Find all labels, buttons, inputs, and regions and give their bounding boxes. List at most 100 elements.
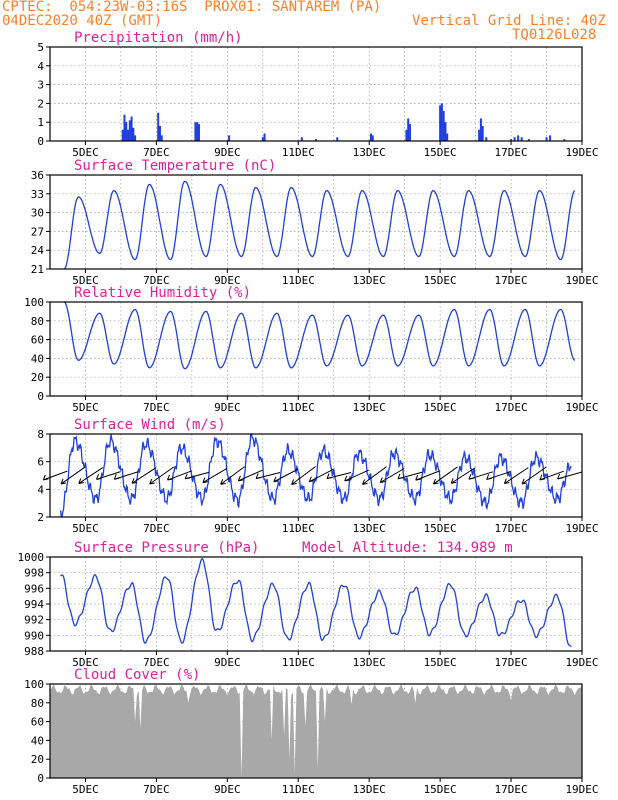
wind-vector xyxy=(539,470,565,481)
x-tick-label: 13DEC xyxy=(353,783,386,796)
wind-vector-head xyxy=(113,474,120,480)
precip-bar xyxy=(442,110,445,141)
y-tick-label: 40 xyxy=(31,352,44,365)
wind-vector xyxy=(344,469,369,482)
precip-bar xyxy=(545,137,548,141)
wind-vector-head xyxy=(344,475,350,482)
x-tick-label: 7DEC xyxy=(143,522,170,535)
plot-frame xyxy=(49,46,583,142)
panel-3: 0 20 40 60 80 100 5DEC 7DEC 9DEC 11DEC 13DEC 15DEC 1… xyxy=(24,285,598,414)
wind-vector xyxy=(291,466,316,485)
y-tick-label: 0 xyxy=(37,390,44,403)
wind-vector xyxy=(131,467,157,484)
wind-vector-head xyxy=(166,474,173,481)
panel-title: Surface Temperature (nC) xyxy=(74,158,276,174)
panel-title: Precipitation (mm/h) xyxy=(74,30,243,46)
y-tick-label: 5 xyxy=(37,41,44,54)
wind-vector xyxy=(362,466,387,485)
x-tick-label: 15DEC xyxy=(424,274,457,287)
y-tick-label: 1 xyxy=(37,116,44,129)
y-tick-label: 100 xyxy=(24,296,44,309)
y-tick-label: 998 xyxy=(24,567,44,580)
y-tick-label: 1000 xyxy=(18,551,45,564)
x-tick-label: 5DEC xyxy=(72,522,99,535)
wind-vector-head xyxy=(539,474,545,481)
wind-vector-head xyxy=(379,477,386,483)
precip-bar xyxy=(134,135,137,141)
precip-bar xyxy=(527,139,530,141)
x-tick-label: 15DEC xyxy=(424,656,457,669)
x-tick-label: 11DEC xyxy=(282,783,315,796)
precip-bar xyxy=(446,133,449,141)
x-tick-label: 5DEC xyxy=(72,656,99,669)
y-tick-label: 3 xyxy=(37,79,44,92)
series-line xyxy=(60,557,572,648)
plot-frame xyxy=(49,433,583,518)
precip-bar xyxy=(132,127,135,141)
y-tick-label: 60 xyxy=(31,334,44,347)
y-tick-label: 0 xyxy=(37,772,44,785)
y-tick-label: 4 xyxy=(37,60,44,73)
x-tick-label: 5DEC xyxy=(72,274,99,287)
precip-bar xyxy=(194,122,197,141)
y-tick-label: 20 xyxy=(31,371,44,384)
wind-vector-head xyxy=(557,473,563,480)
precip-bar xyxy=(263,133,266,141)
x-tick-label: 19DEC xyxy=(565,146,598,159)
wind-vector-head xyxy=(326,473,333,480)
panel-title: Surface Pressure (hPa) xyxy=(74,540,259,556)
precip-bar xyxy=(520,137,523,141)
x-tick-label: 17DEC xyxy=(495,656,528,669)
wind-vector xyxy=(273,468,299,483)
wind-vector-head xyxy=(291,479,297,485)
precip-bar xyxy=(130,116,133,141)
precip-bar xyxy=(510,139,513,141)
x-tick-label: 15DEC xyxy=(424,401,457,414)
y-tick-label: 8 xyxy=(37,428,44,441)
precip-bar xyxy=(478,129,481,141)
x-tick-label: 9DEC xyxy=(214,522,241,535)
x-tick-label: 13DEC xyxy=(353,146,386,159)
x-tick-label: 15DEC xyxy=(424,146,457,159)
precip-bar xyxy=(123,114,126,141)
x-tick-label: 9DEC xyxy=(214,274,241,287)
precip-bar xyxy=(125,122,128,141)
x-tick-label: 17DEC xyxy=(495,146,528,159)
panel-4: 2 4 6 8 5DEC 7DEC 9DEC 11DEC 13DEC 15DEC 17DEC 19DE… xyxy=(37,417,598,535)
wind-vector-head xyxy=(486,474,492,480)
precip-bar xyxy=(549,135,552,141)
precip-bar xyxy=(261,137,264,141)
panel-1: 0 1 2 3 4 5 5DEC 7DEC 9DEC 11DEC 13DEC 15DEC 17DEC 19… xyxy=(37,30,598,159)
wind-vector-head xyxy=(42,474,49,481)
wind-vector-head xyxy=(60,478,67,485)
header-line1: CPTEC: 054:23W-03:16S PROX01: SANTAREM (… xyxy=(2,0,382,15)
wind-vector-head xyxy=(149,478,155,485)
header-code: TQ0126L028 xyxy=(512,27,597,43)
precip-bar xyxy=(128,120,131,141)
x-tick-label: 9DEC xyxy=(214,146,241,159)
precip-bar xyxy=(440,103,443,141)
panel-annotation: Model Altitude: 134.989 m xyxy=(302,540,513,556)
x-tick-label: 17DEC xyxy=(495,401,528,414)
wind-vector xyxy=(433,466,458,485)
x-tick-label: 9DEC xyxy=(214,783,241,796)
precip-bar xyxy=(408,124,411,141)
wind-vector-head xyxy=(503,478,510,485)
precip-bar xyxy=(196,122,199,141)
series-line xyxy=(59,432,572,518)
y-tick-label: 80 xyxy=(31,697,44,710)
precip-bar xyxy=(485,137,488,141)
wind-vector xyxy=(450,467,476,484)
x-tick-label: 13DEC xyxy=(353,274,386,287)
wind-vector xyxy=(504,467,529,484)
panel-title: Relative Humidity (%) xyxy=(74,285,251,301)
x-tick-label: 17DEC xyxy=(495,522,528,535)
y-tick-label: 60 xyxy=(31,716,44,729)
plot-frame xyxy=(49,683,583,779)
x-tick-label: 19DEC xyxy=(565,783,598,796)
x-tick-label: 11DEC xyxy=(282,274,315,287)
x-tick-label: 17DEC xyxy=(495,783,528,796)
precip-bar xyxy=(157,112,160,141)
precip-bar xyxy=(158,125,161,141)
x-tick-label: 5DEC xyxy=(72,146,99,159)
